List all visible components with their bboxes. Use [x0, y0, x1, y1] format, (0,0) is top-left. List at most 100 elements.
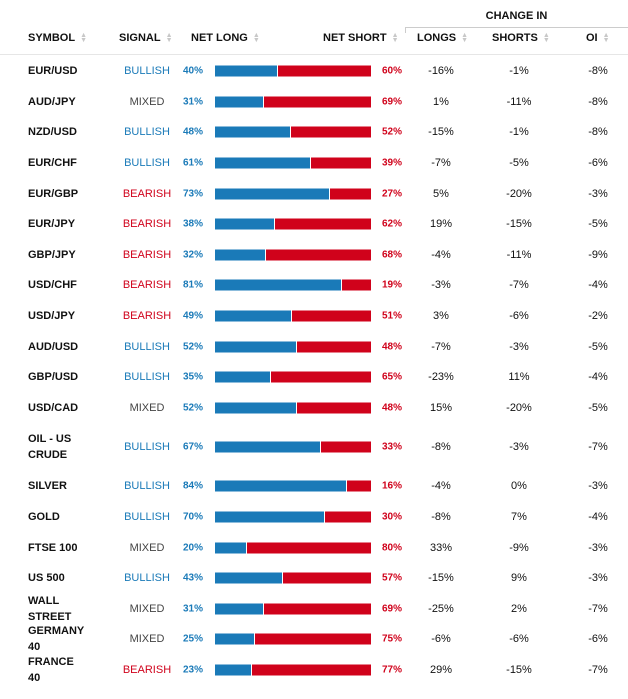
- table-row[interactable]: AUD/USD BULLISH 52% 48% -7% -3% -5%: [0, 331, 628, 362]
- symbol-link[interactable]: EUR/CHF: [28, 157, 77, 170]
- net-long-bar: [215, 341, 297, 353]
- change-oi: -4%: [588, 371, 608, 384]
- net-long-bar: [215, 279, 342, 291]
- net-short-bar: [275, 218, 371, 230]
- change-oi: -3%: [588, 572, 608, 585]
- symbol-link[interactable]: EUR/JPY: [28, 218, 76, 231]
- net-short-bar: [265, 249, 371, 261]
- change-longs: -3%: [431, 279, 451, 292]
- net-short-bar: [347, 480, 371, 492]
- symbol-link[interactable]: WALL STREET: [28, 594, 72, 623]
- change-oi: -8%: [588, 65, 608, 78]
- change-shorts: -20%: [506, 187, 532, 200]
- net-long-percent: 43%: [183, 572, 204, 584]
- sort-net-long[interactable]: NET LONG ▲ ▼: [191, 32, 260, 44]
- net-short-bar: [297, 341, 371, 353]
- change-shorts: 9%: [511, 572, 527, 585]
- sort-shorts[interactable]: SHORTS ▲ ▼: [492, 32, 550, 44]
- net-long-percent: 73%: [183, 188, 204, 200]
- net-short-bar: [342, 279, 371, 291]
- net-short-bar: [255, 633, 371, 645]
- symbol-link[interactable]: OIL - US CRUDE: [28, 433, 72, 462]
- sort-net-short[interactable]: NET SHORT ▲ ▼: [323, 32, 399, 44]
- net-long-percent: 52%: [183, 402, 204, 414]
- sort-symbol[interactable]: SYMBOL ▲ ▼: [28, 32, 87, 44]
- table-row[interactable]: EUR/JPY BEARISH 38% 62% 19% -15% -5%: [0, 209, 628, 240]
- symbol-link[interactable]: EUR/GBP: [28, 187, 79, 200]
- change-longs: 15%: [429, 401, 453, 414]
- symbol-link[interactable]: FTSE 100: [28, 541, 78, 554]
- change-oi: -2%: [588, 310, 608, 323]
- net-short-bar: [247, 542, 371, 554]
- symbol-link[interactable]: USD/CAD: [28, 401, 79, 414]
- net-long-percent: 31%: [183, 603, 204, 615]
- sort-icon: ▲ ▼: [542, 32, 550, 45]
- change-shorts: -3%: [509, 441, 529, 454]
- net-short-percent: 68%: [381, 249, 402, 261]
- symbol-link[interactable]: US 500: [28, 572, 65, 585]
- table-row[interactable]: GOLD BULLISH 70% 30% -8% 7% -4%: [0, 502, 628, 533]
- change-longs: -7%: [431, 157, 451, 170]
- table-row[interactable]: AUD/JPY MIXED 31% 69% 1% -11% -8%: [0, 87, 628, 118]
- sort-icon: ▲ ▼: [461, 32, 469, 45]
- net-short-percent: 65%: [381, 371, 402, 383]
- net-long-bar: [215, 96, 264, 108]
- table-row[interactable]: FTSE 100 MIXED 20% 80% 33% -9% -3%: [0, 532, 628, 563]
- sentiment-bar: [215, 157, 371, 169]
- change-longs: 1%: [433, 95, 449, 108]
- table-row[interactable]: GBP/USD BULLISH 35% 65% -23% 11% -4%: [0, 362, 628, 393]
- symbol-link[interactable]: NZD/USD: [28, 126, 77, 139]
- symbol-link[interactable]: GBP/USD: [28, 371, 79, 384]
- table-row[interactable]: GBP/JPY BEARISH 32% 68% -4% -11% -9%: [0, 240, 628, 271]
- table-row[interactable]: EUR/GBP BEARISH 73% 27% 5% -20% -3%: [0, 178, 628, 209]
- symbol-link[interactable]: USD/JPY: [28, 310, 76, 323]
- symbol-link[interactable]: USD/CHF: [28, 279, 77, 292]
- table-row[interactable]: FRANCE 40 BEARISH 23% 77% 29% -15% -7%: [0, 655, 628, 686]
- net-short-bar: [251, 664, 371, 676]
- net-short-bar: [270, 371, 371, 383]
- symbol-link[interactable]: GERMANY 40: [28, 625, 85, 654]
- table-row[interactable]: EUR/USD BULLISH 40% 60% -16% -1% -8%: [0, 56, 628, 87]
- sort-oi[interactable]: OI ▲ ▼: [586, 32, 610, 44]
- table-row[interactable]: USD/CHF BEARISH 81% 19% -3% -7% -4%: [0, 270, 628, 301]
- net-short-percent: 75%: [381, 633, 402, 645]
- change-shorts: -1%: [509, 65, 529, 78]
- symbol-link[interactable]: AUD/JPY: [28, 95, 76, 108]
- table-row[interactable]: WALL STREET MIXED 31% 69% -25% 2% -7%: [0, 594, 628, 625]
- symbol-link[interactable]: GOLD: [28, 511, 60, 524]
- table-row[interactable]: USD/CAD MIXED 52% 48% 15% -20% -5%: [0, 393, 628, 424]
- net-short-percent: 39%: [381, 157, 402, 169]
- sentiment-bar: [215, 511, 371, 523]
- table-row[interactable]: USD/JPY BEARISH 49% 51% 3% -6% -2%: [0, 301, 628, 332]
- table-row[interactable]: OIL - US CRUDE BULLISH 67% 33% -8% -3% -…: [0, 423, 628, 471]
- sort-signal[interactable]: SIGNAL ▲ ▼: [119, 32, 173, 44]
- table-row[interactable]: EUR/CHF BULLISH 61% 39% -7% -5% -6%: [0, 148, 628, 179]
- sort-longs[interactable]: LONGS ▲ ▼: [417, 32, 468, 44]
- oi-header-label: OI: [586, 32, 598, 44]
- table-row[interactable]: NZD/USD BULLISH 48% 52% -15% -1% -8%: [0, 117, 628, 148]
- net-long-bar: [215, 157, 311, 169]
- net-short-percent: 80%: [381, 542, 402, 554]
- change-longs: 29%: [429, 664, 453, 677]
- change-longs: -7%: [431, 340, 451, 353]
- symbol-link[interactable]: GBP/JPY: [28, 248, 76, 261]
- signal-label: MIXED: [129, 541, 165, 554]
- net-long-percent: 84%: [183, 480, 204, 492]
- net-long-bar: [215, 511, 325, 523]
- net-short-percent: 69%: [381, 96, 402, 108]
- table-row[interactable]: US 500 BULLISH 43% 57% -15% 9% -3%: [0, 563, 628, 594]
- table-row[interactable]: GERMANY 40 MIXED 25% 75% -6% -6% -6%: [0, 624, 628, 655]
- net-long-percent: 40%: [183, 65, 204, 77]
- change-longs: -6%: [431, 633, 451, 646]
- change-oi: -9%: [588, 248, 608, 261]
- change-oi: -8%: [588, 95, 608, 108]
- sentiment-bar: [215, 371, 371, 383]
- symbol-header-label: SYMBOL: [28, 32, 76, 44]
- net-short-percent: 77%: [381, 664, 402, 676]
- symbol-link[interactable]: AUD/USD: [28, 340, 79, 353]
- symbol-link[interactable]: EUR/USD: [28, 65, 78, 78]
- symbol-link[interactable]: FRANCE 40: [28, 656, 74, 685]
- table-row[interactable]: SILVER BULLISH 84% 16% -4% 0% -3%: [0, 471, 628, 502]
- change-oi: -4%: [588, 511, 608, 524]
- symbol-link[interactable]: SILVER: [28, 480, 67, 493]
